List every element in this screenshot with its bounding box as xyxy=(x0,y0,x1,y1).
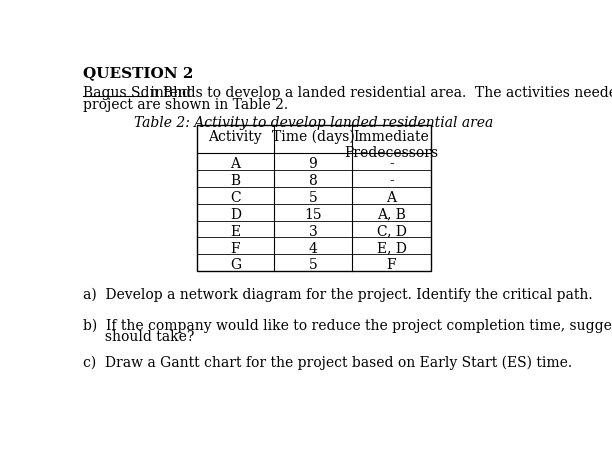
Text: Table 2: Activity to develop landed residential area: Table 2: Activity to develop landed resi… xyxy=(135,116,494,130)
Text: project are shown in Table 2.: project are shown in Table 2. xyxy=(83,97,288,111)
Text: b)  If the company would like to reduce the project completion time, suggest wha: b) If the company would like to reduce t… xyxy=(83,318,612,332)
Text: 9: 9 xyxy=(308,157,317,170)
Text: E, D: E, D xyxy=(376,241,406,255)
Text: 3: 3 xyxy=(308,224,317,238)
Text: 8: 8 xyxy=(308,174,317,187)
Text: 15: 15 xyxy=(304,207,322,221)
Text: 5: 5 xyxy=(308,190,317,204)
Text: 4: 4 xyxy=(308,241,317,255)
Bar xyxy=(196,126,431,272)
Text: A, B: A, B xyxy=(377,207,406,221)
Text: 5: 5 xyxy=(308,258,317,272)
Text: Time (days): Time (days) xyxy=(272,129,354,144)
Text: C, D: C, D xyxy=(376,224,406,238)
Text: c)  Draw a Gantt chart for the project based on Early Start (ES) time.: c) Draw a Gantt chart for the project ba… xyxy=(83,355,572,369)
Text: Bagus Sdn Bhd: Bagus Sdn Bhd xyxy=(83,86,191,100)
Text: should take?: should take? xyxy=(83,330,194,343)
Text: E: E xyxy=(230,224,241,238)
Text: Activity: Activity xyxy=(209,129,262,144)
Text: intends to develop a landed residential area.  The activities needed to start th: intends to develop a landed residential … xyxy=(146,86,612,100)
Text: B: B xyxy=(230,174,241,187)
Text: F: F xyxy=(231,241,240,255)
Text: D: D xyxy=(230,207,241,221)
Text: a)  Develop a network diagram for the project. Identify the critical path.: a) Develop a network diagram for the pro… xyxy=(83,287,592,302)
Text: A: A xyxy=(230,157,241,170)
Text: G: G xyxy=(230,258,241,272)
Text: Immediate
Predecessors: Immediate Predecessors xyxy=(345,129,439,160)
Text: -: - xyxy=(389,157,394,170)
Text: C: C xyxy=(230,190,241,204)
Text: QUESTION 2: QUESTION 2 xyxy=(83,66,193,80)
Text: F: F xyxy=(387,258,397,272)
Text: -: - xyxy=(389,174,394,187)
Text: A: A xyxy=(387,190,397,204)
